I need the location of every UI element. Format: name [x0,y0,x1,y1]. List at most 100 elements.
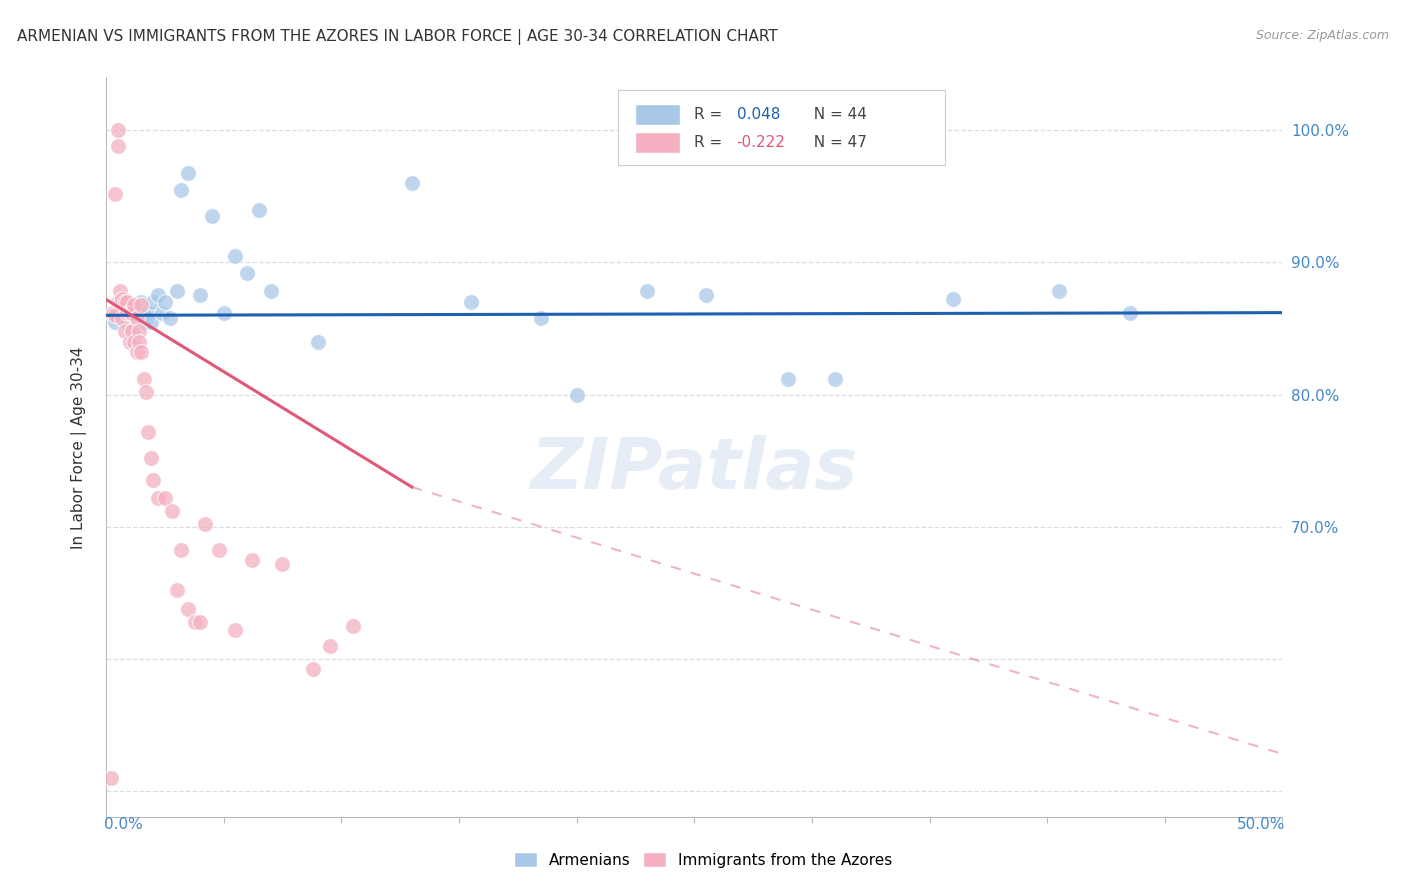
Point [565,387,588,401]
Point [125,345,148,359]
Point [118,298,141,312]
Point [107,295,129,310]
Point [401,176,423,190]
Point [122,298,145,312]
Y-axis label: In Labor Force | Age 30-34: In Labor Force | Age 30-34 [72,346,87,549]
Point [159,310,181,325]
Point [111,310,134,325]
Point [122,334,145,349]
Point [128,324,150,338]
Point [128,334,150,349]
Point [170,183,193,197]
Point [128,308,150,322]
Point [121,305,143,319]
Point [118,305,141,319]
Point [108,285,131,299]
Point [824,372,846,386]
Legend: Armenians, Immigrants from the Azores: Armenians, Immigrants from the Azores [508,846,898,873]
Point [121,315,143,329]
Point [138,305,160,319]
Point [111,293,134,307]
Point [184,615,207,629]
Point [224,623,246,637]
Point [778,372,800,386]
Text: ZIPatlas: ZIPatlas [530,435,858,504]
Point [101,305,124,319]
Point [129,295,152,310]
Point [208,543,231,558]
Point [107,139,129,153]
FancyBboxPatch shape [617,90,945,166]
Point [636,285,658,299]
Point [139,450,162,465]
Text: 0.0%: 0.0% [104,817,142,832]
Point [240,553,263,567]
Point [121,324,143,338]
Point [129,298,152,312]
Text: R =: R = [695,107,727,121]
Point [132,372,155,386]
Point [108,295,131,310]
Point [260,285,283,299]
Point [101,308,124,322]
Point [188,288,211,302]
Point [188,615,211,629]
Text: ARMENIAN VS IMMIGRANTS FROM THE AZORES IN LABOR FORCE | AGE 30-34 CORRELATION CH: ARMENIAN VS IMMIGRANTS FROM THE AZORES I… [17,29,778,45]
Point [132,315,155,329]
Text: 50.0%: 50.0% [1236,817,1285,832]
Point [111,310,134,325]
Point [114,313,136,327]
Point [942,293,965,307]
Point [108,301,131,316]
Point [166,583,188,598]
Point [115,305,138,319]
Point [530,310,553,325]
Point [114,324,136,338]
Point [160,504,183,518]
Point [318,639,340,653]
Point [224,249,246,263]
Point [152,305,174,319]
Point [125,310,148,325]
Point [342,619,364,633]
Point [115,305,138,319]
Point [307,334,329,349]
Point [129,345,152,359]
Point [142,474,165,488]
Point [135,384,157,399]
Text: N = 44: N = 44 [804,107,866,121]
Point [146,491,169,505]
Point [1047,285,1070,299]
Point [695,288,717,302]
FancyBboxPatch shape [636,103,681,125]
Point [104,186,127,201]
Point [135,310,157,325]
Point [460,295,482,310]
Point [166,285,188,299]
Point [100,771,122,785]
Point [271,557,294,571]
Point [146,288,169,302]
Point [201,209,224,223]
Point [212,305,235,319]
Point [177,601,200,615]
Point [236,266,259,280]
Text: Source: ZipAtlas.com: Source: ZipAtlas.com [1256,29,1389,42]
Text: -0.222: -0.222 [737,136,786,150]
Point [1118,305,1140,319]
Point [115,295,138,310]
Point [170,543,193,558]
Point [138,425,160,439]
Text: 0.048: 0.048 [737,107,780,121]
Point [107,123,129,137]
FancyBboxPatch shape [636,132,681,153]
Point [247,202,270,217]
Point [104,315,127,329]
Text: R =: R = [695,136,727,150]
Point [194,517,217,532]
Point [104,308,127,322]
Point [125,310,148,325]
Point [153,295,176,310]
Point [142,295,165,310]
Point [118,334,141,349]
